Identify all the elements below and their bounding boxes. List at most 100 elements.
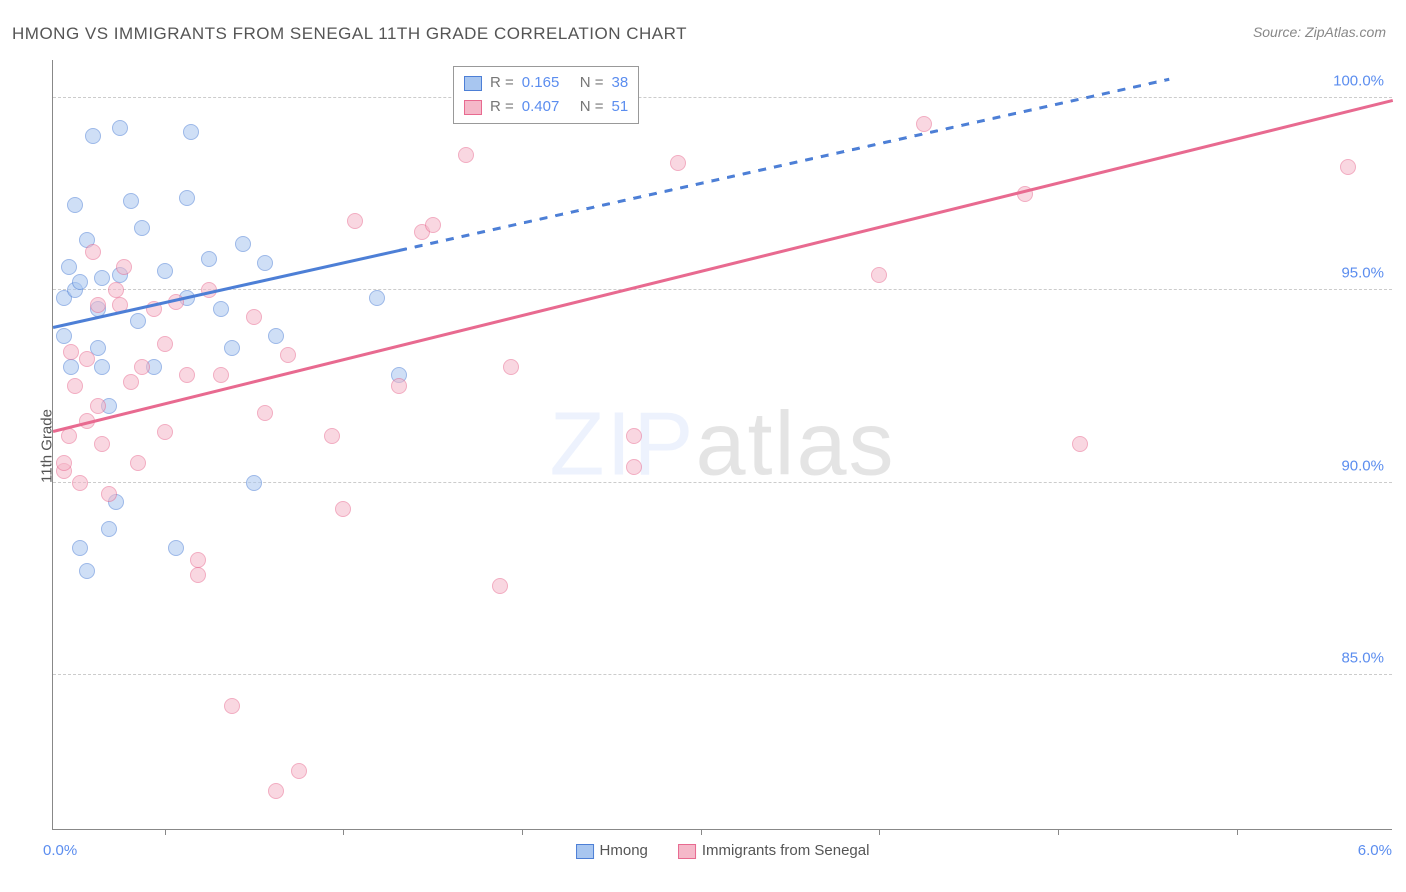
x-tick	[343, 829, 344, 835]
scatter-point	[56, 455, 72, 471]
x-tick	[701, 829, 702, 835]
y-tick-label: 90.0%	[1341, 457, 1384, 474]
legend-swatch-icon	[464, 100, 482, 115]
scatter-point	[94, 270, 110, 286]
scatter-point	[224, 340, 240, 356]
scatter-point	[72, 274, 88, 290]
scatter-plot-area: ZIPatlas 85.0%90.0%95.0%100.0%0.0%6.0%R …	[52, 60, 1392, 830]
x-axis-min-label: 0.0%	[43, 842, 77, 859]
legend-row: R = 0.165 N = 38	[464, 71, 628, 95]
scatter-point	[179, 190, 195, 206]
legend-n-label: N =	[580, 71, 604, 95]
legend-r-value: 0.407	[522, 95, 572, 119]
x-axis-max-label: 6.0%	[1358, 842, 1392, 859]
legend-item: Immigrants from Senegal	[678, 842, 870, 859]
scatter-point	[213, 301, 229, 317]
scatter-point	[56, 328, 72, 344]
scatter-point	[101, 521, 117, 537]
scatter-point	[85, 244, 101, 260]
scatter-point	[123, 374, 139, 390]
scatter-point	[246, 309, 262, 325]
y-tick-label: 100.0%	[1333, 72, 1384, 89]
scatter-point	[1072, 436, 1088, 452]
scatter-point	[61, 428, 77, 444]
scatter-point	[67, 378, 83, 394]
x-tick	[879, 829, 880, 835]
legend-item: Hmong	[576, 842, 648, 859]
scatter-point	[79, 563, 95, 579]
scatter-point	[116, 259, 132, 275]
scatter-point	[425, 217, 441, 233]
scatter-point	[112, 120, 128, 136]
scatter-point	[391, 378, 407, 394]
scatter-point	[347, 213, 363, 229]
scatter-point	[1340, 159, 1356, 175]
correlation-legend: R = 0.165 N = 38 R = 0.407 N = 51	[453, 66, 639, 124]
x-tick	[165, 829, 166, 835]
scatter-point	[268, 783, 284, 799]
scatter-point	[94, 436, 110, 452]
scatter-point	[134, 220, 150, 236]
scatter-point	[268, 328, 284, 344]
scatter-point	[90, 398, 106, 414]
x-tick	[1058, 829, 1059, 835]
scatter-point	[280, 347, 296, 363]
chart-title: HMONG VS IMMIGRANTS FROM SENEGAL 11TH GR…	[12, 24, 687, 44]
scatter-point	[246, 475, 262, 491]
legend-swatch-icon	[464, 76, 482, 91]
legend-swatch-icon	[576, 844, 594, 859]
scatter-point	[61, 259, 77, 275]
gridline	[53, 674, 1392, 675]
scatter-point	[90, 297, 106, 313]
legend-n-value: 51	[612, 95, 629, 119]
y-tick-label: 95.0%	[1341, 265, 1384, 282]
scatter-point	[458, 147, 474, 163]
gridline	[53, 97, 1392, 98]
scatter-point	[335, 501, 351, 517]
scatter-point	[72, 540, 88, 556]
scatter-point	[168, 540, 184, 556]
scatter-point	[63, 359, 79, 375]
scatter-point	[257, 405, 273, 421]
scatter-point	[130, 313, 146, 329]
legend-row: R = 0.407 N = 51	[464, 95, 628, 119]
scatter-point	[94, 359, 110, 375]
legend-n-label: N =	[580, 95, 604, 119]
scatter-point	[183, 124, 199, 140]
scatter-point	[369, 290, 385, 306]
scatter-point	[492, 578, 508, 594]
scatter-point	[235, 236, 251, 252]
series-legend: Hmong Immigrants from Senegal	[576, 842, 870, 859]
gridline	[53, 289, 1392, 290]
legend-r-label: R =	[490, 95, 514, 119]
scatter-point	[201, 251, 217, 267]
scatter-point	[871, 267, 887, 283]
scatter-point	[190, 567, 206, 583]
source-attribution: Source: ZipAtlas.com	[1253, 24, 1386, 40]
scatter-point	[63, 344, 79, 360]
legend-r-label: R =	[490, 71, 514, 95]
scatter-point	[670, 155, 686, 171]
scatter-point	[130, 455, 146, 471]
scatter-point	[190, 552, 206, 568]
scatter-point	[108, 282, 124, 298]
scatter-point	[134, 359, 150, 375]
scatter-point	[123, 193, 139, 209]
legend-r-value: 0.165	[522, 71, 572, 95]
scatter-point	[324, 428, 340, 444]
scatter-point	[157, 336, 173, 352]
scatter-point	[626, 459, 642, 475]
legend-swatch-icon	[678, 844, 696, 859]
scatter-point	[224, 698, 240, 714]
scatter-point	[85, 128, 101, 144]
x-tick	[522, 829, 523, 835]
scatter-point	[79, 351, 95, 367]
legend-n-value: 38	[612, 71, 629, 95]
legend-series-name: Hmong	[600, 842, 648, 859]
scatter-point	[626, 428, 642, 444]
scatter-point	[157, 263, 173, 279]
trend-line	[53, 99, 1394, 433]
legend-series-name: Immigrants from Senegal	[702, 842, 870, 859]
x-tick	[1237, 829, 1238, 835]
scatter-point	[157, 424, 173, 440]
